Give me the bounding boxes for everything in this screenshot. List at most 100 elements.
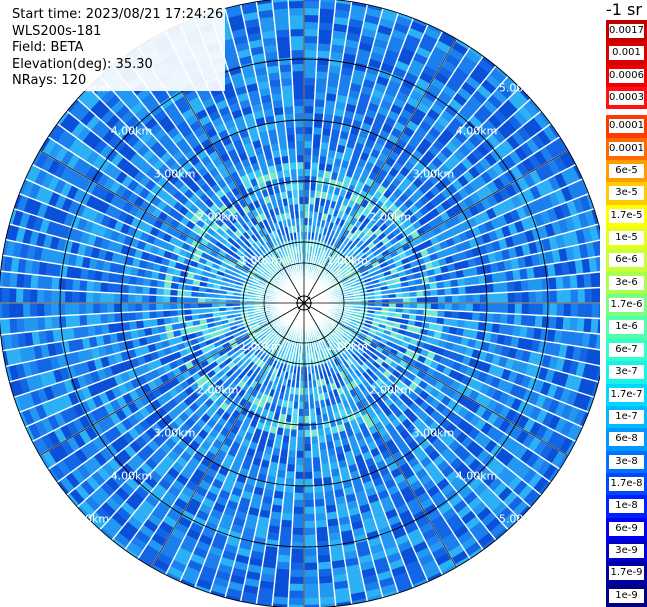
range-gate bbox=[256, 473, 268, 483]
range-gate bbox=[291, 534, 304, 542]
range-gate bbox=[529, 421, 542, 437]
range-gate bbox=[278, 347, 284, 356]
range-gate bbox=[569, 274, 578, 290]
range-gate bbox=[313, 106, 325, 115]
range-gate bbox=[476, 506, 493, 522]
range-gate bbox=[342, 443, 352, 453]
range-gate bbox=[233, 394, 243, 404]
range-gate bbox=[135, 303, 143, 312]
range-gate bbox=[276, 36, 291, 45]
range-gate bbox=[361, 352, 371, 360]
range-gate bbox=[267, 525, 281, 534]
range-gate bbox=[134, 530, 151, 545]
range-gate bbox=[553, 433, 567, 451]
range-gate bbox=[354, 326, 363, 333]
range-gate bbox=[414, 320, 423, 328]
range-gate bbox=[514, 348, 525, 362]
range-gate bbox=[346, 366, 354, 375]
range-gate bbox=[171, 479, 186, 492]
range-gate bbox=[304, 36, 318, 44]
range-gate bbox=[409, 534, 426, 547]
range-gate bbox=[388, 558, 405, 571]
range-gate bbox=[267, 468, 278, 477]
range-gate bbox=[381, 472, 394, 483]
range-gate bbox=[516, 464, 532, 480]
range-gate bbox=[430, 490, 445, 504]
range-gate bbox=[147, 538, 164, 553]
range-gate bbox=[286, 134, 296, 142]
range-gate bbox=[139, 550, 157, 565]
range-gate bbox=[240, 490, 254, 501]
range-gate bbox=[548, 276, 557, 291]
range-gate bbox=[317, 568, 333, 577]
range-gate bbox=[357, 383, 367, 392]
range-gate bbox=[198, 479, 212, 492]
range-gate bbox=[94, 269, 103, 282]
range-gate bbox=[284, 478, 295, 486]
range-gate bbox=[189, 553, 206, 566]
range-gate bbox=[304, 597, 320, 605]
range-gate bbox=[397, 540, 413, 553]
range-gate bbox=[378, 353, 388, 362]
range-gate bbox=[304, 429, 312, 437]
range-gate bbox=[454, 371, 465, 383]
range-gate bbox=[275, 361, 282, 370]
range-gate bbox=[498, 323, 507, 335]
range-gate bbox=[318, 582, 335, 591]
range-gate bbox=[265, 364, 272, 373]
range-gate bbox=[585, 348, 596, 365]
range-gate bbox=[93, 280, 102, 293]
range-gate bbox=[317, 561, 332, 570]
range-gate bbox=[147, 513, 163, 527]
range-gate bbox=[325, 504, 338, 513]
range-gate bbox=[367, 493, 380, 504]
range-gate bbox=[276, 561, 291, 570]
range-gate bbox=[492, 415, 505, 430]
range-gate bbox=[409, 572, 427, 585]
range-gate bbox=[290, 555, 304, 563]
range-gate bbox=[272, 367, 279, 376]
range-gate bbox=[298, 394, 304, 402]
range-gate bbox=[540, 381, 552, 397]
range-gate bbox=[573, 408, 586, 426]
range-gate bbox=[468, 476, 483, 492]
range-gate bbox=[431, 337, 441, 347]
range-gate bbox=[527, 436, 542, 453]
range-gate bbox=[395, 503, 410, 515]
range-gate bbox=[321, 325, 327, 333]
range-gate bbox=[72, 278, 81, 292]
range-gate bbox=[399, 485, 413, 498]
range-gate bbox=[331, 559, 346, 569]
range-gate bbox=[263, 445, 274, 455]
range-gate bbox=[342, 543, 357, 553]
range-gate bbox=[440, 483, 455, 497]
range-gate bbox=[361, 341, 370, 349]
range-gate bbox=[483, 331, 492, 343]
range-gate bbox=[304, 569, 319, 577]
range-gate bbox=[314, 505, 327, 514]
range-gate bbox=[353, 369, 362, 378]
range-gate bbox=[364, 348, 373, 357]
range-gate bbox=[469, 401, 481, 415]
range-gate bbox=[408, 314, 417, 321]
range-gate bbox=[284, 484, 295, 493]
range-gate bbox=[520, 314, 529, 327]
range-gate bbox=[353, 340, 362, 348]
range-gate bbox=[553, 385, 565, 402]
range-gate bbox=[249, 550, 265, 560]
range-gate bbox=[275, 29, 291, 38]
range-gate bbox=[323, 332, 330, 340]
range-gate bbox=[304, 485, 314, 493]
range-gate bbox=[485, 283, 494, 294]
range-gate bbox=[196, 462, 209, 474]
range-gate bbox=[359, 355, 368, 364]
range-gate bbox=[382, 539, 398, 551]
range-gate bbox=[375, 345, 384, 354]
range-gate bbox=[304, 583, 320, 591]
range-gate bbox=[316, 533, 329, 542]
range-gate bbox=[329, 367, 336, 376]
range-gate bbox=[564, 373, 576, 390]
range-gate bbox=[412, 509, 427, 523]
range-gate bbox=[340, 437, 350, 446]
range-gate bbox=[463, 491, 478, 506]
